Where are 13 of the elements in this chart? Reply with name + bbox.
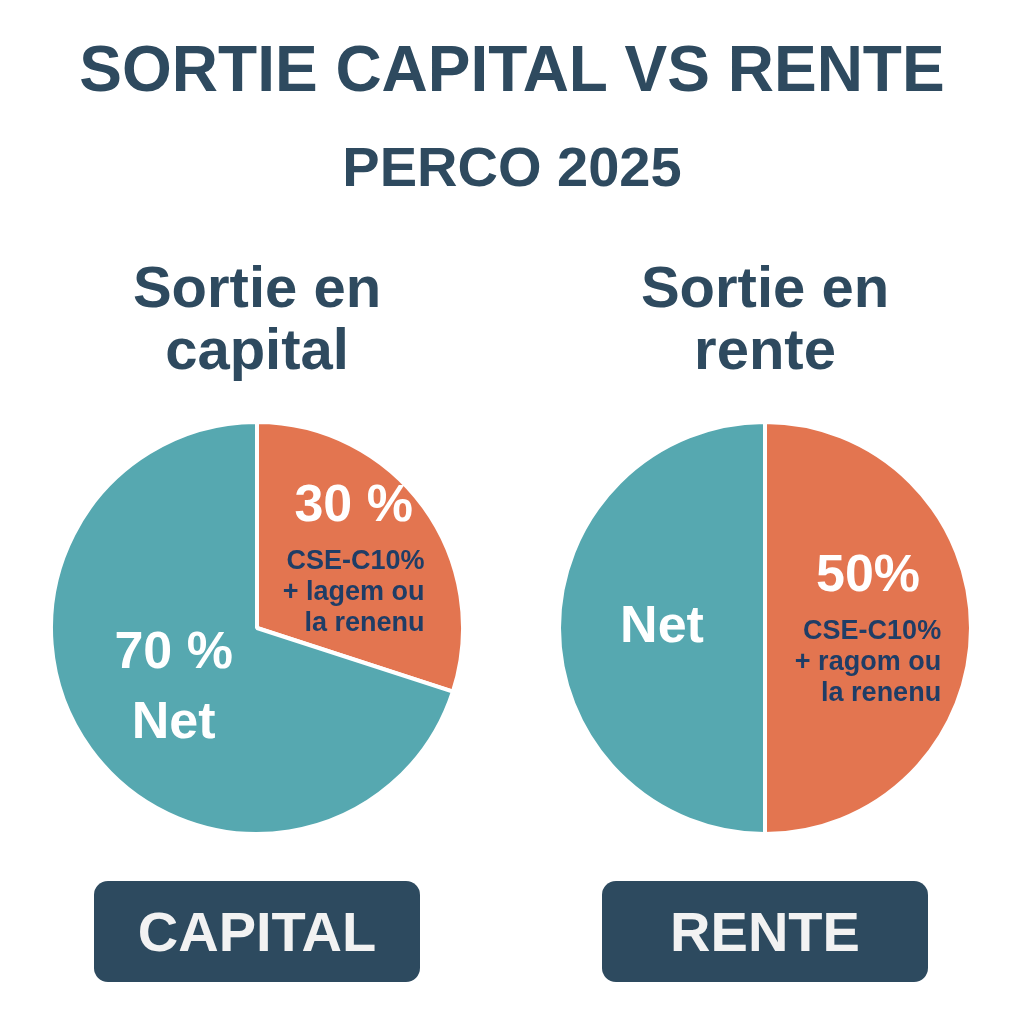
data-label: 70 % xyxy=(114,620,233,679)
slice-label: Net xyxy=(620,595,704,654)
slice-label: Net xyxy=(131,690,216,749)
slice-label: CSE-C10% + lagem ou la renenu xyxy=(282,545,425,638)
data-label: 30 % xyxy=(294,473,413,532)
slice-label: CSE-C10% + ragom ou la renenu xyxy=(794,615,942,708)
chart-title: Sortie en rente xyxy=(639,254,891,381)
data-label: 50% xyxy=(815,543,921,602)
text: SORTIE CAPITAL VS RENTE xyxy=(78,33,946,105)
text: RENTE xyxy=(670,899,860,964)
chart-title: Sortie en capital xyxy=(131,254,383,381)
text: PERCO 2025 xyxy=(341,135,683,199)
text: CAPITAL xyxy=(137,899,377,964)
